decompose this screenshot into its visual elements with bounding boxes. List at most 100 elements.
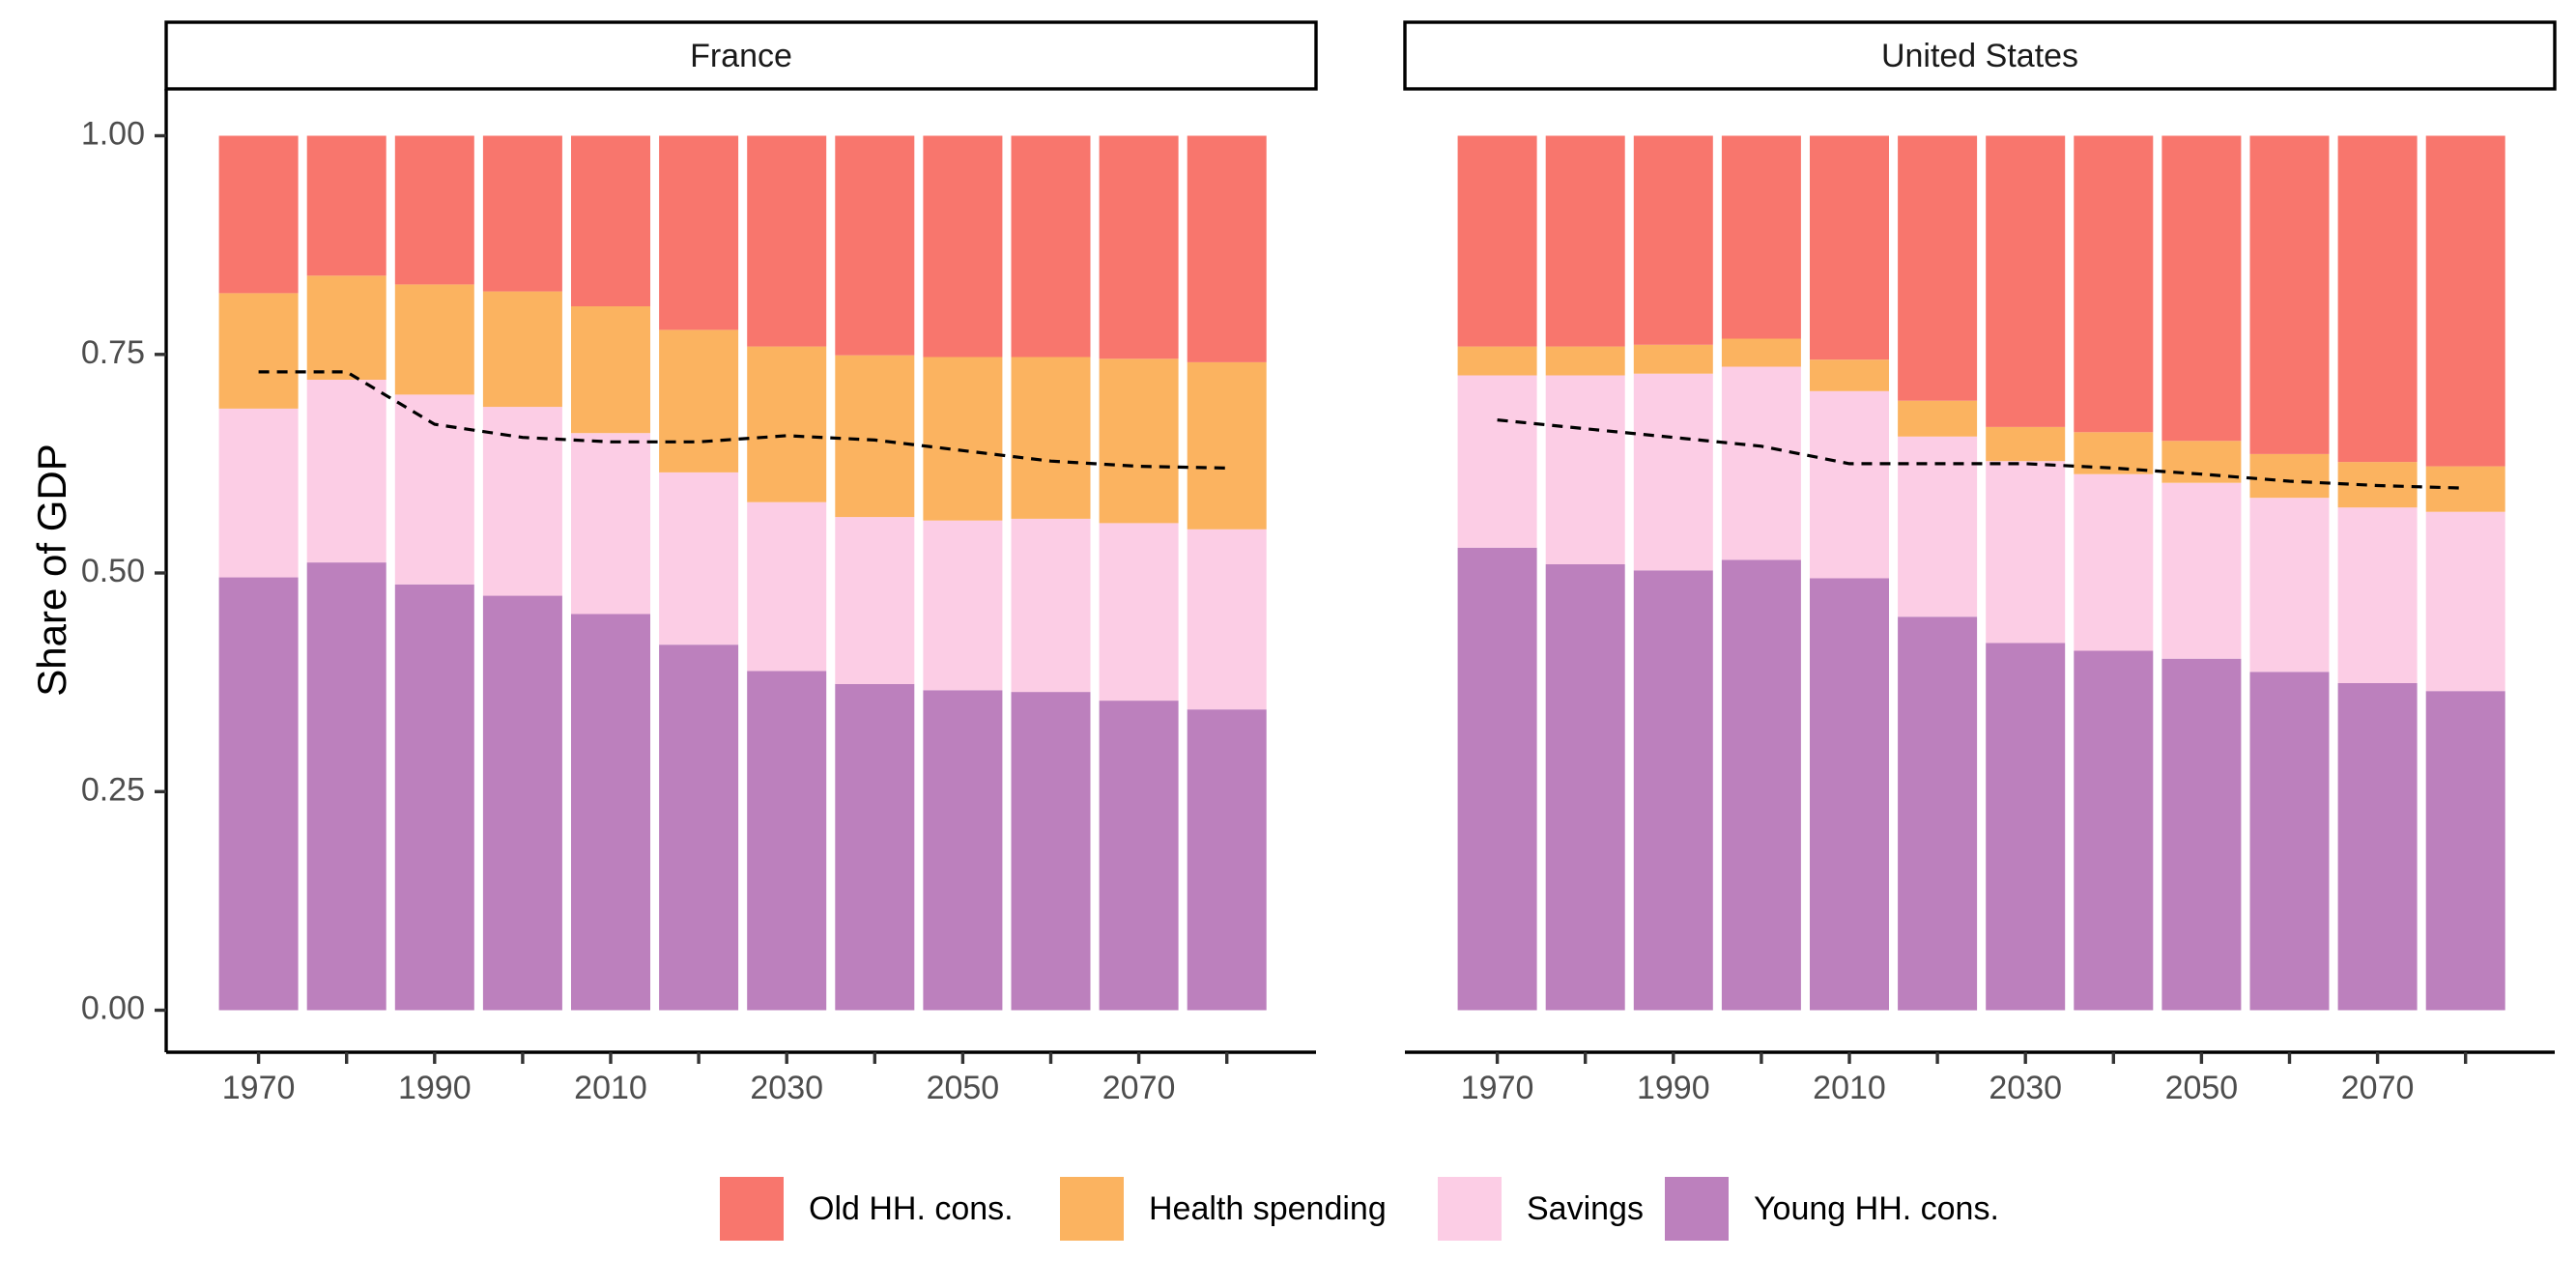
panel-united-states: United States 1970 1990 2010 2030 2050 2070: [1403, 20, 2557, 1106]
x-ticks-france: 1970 1990 2010 2030 2050 2070: [222, 1052, 1229, 1106]
x-tick-label-united-states-2070: 2070: [2341, 1070, 2415, 1106]
x-tick-label-france-1990: 1990: [398, 1070, 472, 1106]
legend-item-old-hh-cons: Old HH. cons.: [720, 1177, 1014, 1241]
bar-segment-young-hh-cons-france-2000: [482, 595, 562, 1011]
legend-item-young-hh-cons: Young HH. cons.: [1665, 1177, 1999, 1241]
bar-segment-savings-france-1970: [218, 408, 299, 578]
bar-segment-old-hh-cons-france-2000: [482, 135, 562, 292]
bar-segment-savings-united-states-2010: [1810, 390, 1889, 579]
bar-segment-savings-united-states-1980: [1545, 375, 1625, 564]
bar-segment-old-hh-cons-united-states-2030: [1986, 135, 2066, 427]
bar-segment-old-hh-cons-united-states-2080: [2425, 135, 2505, 467]
bar-segment-savings-france-2070: [1099, 523, 1179, 701]
bar-segment-old-hh-cons-france-1980: [306, 135, 386, 276]
bar-segment-young-hh-cons-united-states-2080: [2425, 691, 2505, 1011]
bar-segment-health-spending-france-1970: [218, 293, 299, 409]
bar-segment-savings-united-states-2040: [2074, 473, 2154, 651]
bar-segment-savings-united-states-2050: [2161, 482, 2242, 659]
bar-segment-young-hh-cons-united-states-2060: [2249, 672, 2330, 1011]
bar-segment-health-spending-united-states-2060: [2249, 453, 2330, 499]
bar-segment-old-hh-cons-united-states-2050: [2161, 135, 2242, 442]
bar-segment-health-spending-france-2050: [923, 357, 1003, 521]
legend-label-health-spending: Health spending: [1149, 1190, 1387, 1227]
bar-segment-young-hh-cons-united-states-1980: [1545, 564, 1625, 1011]
bar-segment-savings-united-states-2060: [2249, 498, 2330, 673]
x-tick-label-united-states-2010: 2010: [1813, 1070, 1886, 1106]
bar-segment-savings-france-2060: [1011, 518, 1091, 693]
bar-segment-young-hh-cons-france-2080: [1187, 709, 1267, 1011]
bar-segment-old-hh-cons-france-2050: [923, 135, 1003, 358]
bar-segment-old-hh-cons-france-2060: [1011, 135, 1091, 358]
y-tick-label-0.75: 0.75: [81, 334, 145, 371]
dashed-line-france: [258, 370, 1227, 470]
bar-segment-old-hh-cons-france-2030: [747, 135, 827, 347]
bar-segment-savings-france-2020: [659, 472, 739, 645]
bar-segment-health-spending-france-2030: [747, 346, 827, 502]
y-tick-label-0.00: 0.00: [81, 989, 145, 1026]
bars-united-states: [1457, 135, 2505, 1011]
bar-segment-young-hh-cons-france-2040: [835, 683, 915, 1011]
bar-segment-old-hh-cons-united-states-2000: [1721, 135, 1801, 339]
bar-segment-old-hh-cons-united-states-2040: [2074, 135, 2154, 433]
legend-label-old-hh-cons: Old HH. cons.: [809, 1190, 1014, 1227]
dashed-line-path-france: [258, 370, 1227, 470]
legend-swatch-health-spending: [1060, 1177, 1124, 1241]
bar-segment-savings-united-states-2080: [2425, 511, 2505, 692]
bar-segment-young-hh-cons-united-states-2010: [1810, 578, 1889, 1011]
bar-segment-health-spending-france-2040: [835, 355, 915, 518]
y-ticks: 0.00 0.25 0.50 0.75 1.00: [81, 115, 166, 1026]
bar-segment-old-hh-cons-united-states-2070: [2337, 135, 2418, 463]
facet-title-united-states: United States: [1881, 38, 2078, 74]
bar-segment-young-hh-cons-united-states-2040: [2074, 650, 2154, 1011]
bar-segment-savings-france-2000: [482, 407, 562, 596]
bar-segment-old-hh-cons-france-2010: [571, 135, 650, 306]
x-tick-label-united-states-2030: 2030: [1989, 1070, 2062, 1106]
bar-segment-old-hh-cons-france-2080: [1187, 135, 1267, 362]
bar-segment-young-hh-cons-france-1980: [306, 562, 386, 1011]
bar-segment-old-hh-cons-france-1990: [394, 135, 474, 285]
x-tick-label-france-2030: 2030: [750, 1070, 823, 1106]
bar-segment-old-hh-cons-united-states-2060: [2249, 135, 2330, 454]
x-tick-label-france-2070: 2070: [1102, 1070, 1176, 1106]
bar-segment-savings-united-states-2030: [1986, 461, 2066, 644]
x-tick-label-france-2050: 2050: [927, 1070, 1000, 1106]
bar-segment-old-hh-cons-united-states-2020: [1898, 135, 1978, 401]
panel-france: France 1970 1990 2010 2030 2050 2070: [164, 20, 1318, 1106]
facet-title-france: France: [690, 38, 792, 74]
bar-segment-old-hh-cons-france-2040: [835, 135, 915, 356]
bar-segment-savings-france-2030: [747, 501, 827, 672]
bar-segment-young-hh-cons-united-states-1970: [1457, 547, 1537, 1011]
bar-segment-young-hh-cons-united-states-2030: [1986, 643, 2066, 1011]
x-tick-label-united-states-1990: 1990: [1637, 1070, 1710, 1106]
bar-segment-young-hh-cons-france-2010: [571, 614, 650, 1011]
bar-segment-savings-france-1980: [306, 380, 386, 563]
x-tick-label-france-1970: 1970: [222, 1070, 296, 1106]
bar-segment-savings-france-2040: [835, 517, 915, 684]
bar-segment-health-spending-france-2060: [1011, 357, 1091, 519]
bar-segment-savings-united-states-2020: [1898, 436, 1978, 617]
y-axis-title: Share of GDP: [29, 444, 74, 696]
bar-segment-old-hh-cons-united-states-1990: [1633, 135, 1713, 345]
bar-segment-young-hh-cons-united-states-2070: [2337, 683, 2418, 1011]
legend-item-savings: Savings: [1438, 1177, 1644, 1241]
bar-segment-health-spending-united-states-2020: [1898, 400, 1978, 437]
bar-segment-health-spending-united-states-2030: [1986, 426, 2066, 462]
bar-segment-old-hh-cons-france-1970: [218, 135, 299, 294]
bars-france: [218, 135, 1267, 1011]
bar-segment-health-spending-france-2000: [482, 291, 562, 408]
y-tick-label-1.00: 1.00: [81, 115, 145, 152]
bar-segment-young-hh-cons-united-states-2000: [1721, 559, 1801, 1011]
legend: Old HH. cons. Health spending Savings Young…: [720, 1177, 1999, 1241]
bar-segment-old-hh-cons-united-states-2010: [1810, 135, 1889, 360]
bar-segment-old-hh-cons-france-2020: [659, 135, 739, 330]
bar-segment-health-spending-france-1980: [306, 275, 386, 380]
legend-label-savings: Savings: [1527, 1190, 1644, 1227]
bar-segment-health-spending-united-states-2080: [2425, 466, 2505, 512]
bar-segment-young-hh-cons-france-2060: [1011, 692, 1091, 1011]
bar-segment-savings-united-states-1970: [1457, 375, 1537, 548]
dashed-line-united-states: [1497, 418, 2466, 490]
bar-segment-health-spending-united-states-1990: [1633, 344, 1713, 374]
legend-swatch-old-hh-cons: [720, 1177, 784, 1241]
bar-segment-health-spending-united-states-2010: [1810, 359, 1889, 391]
